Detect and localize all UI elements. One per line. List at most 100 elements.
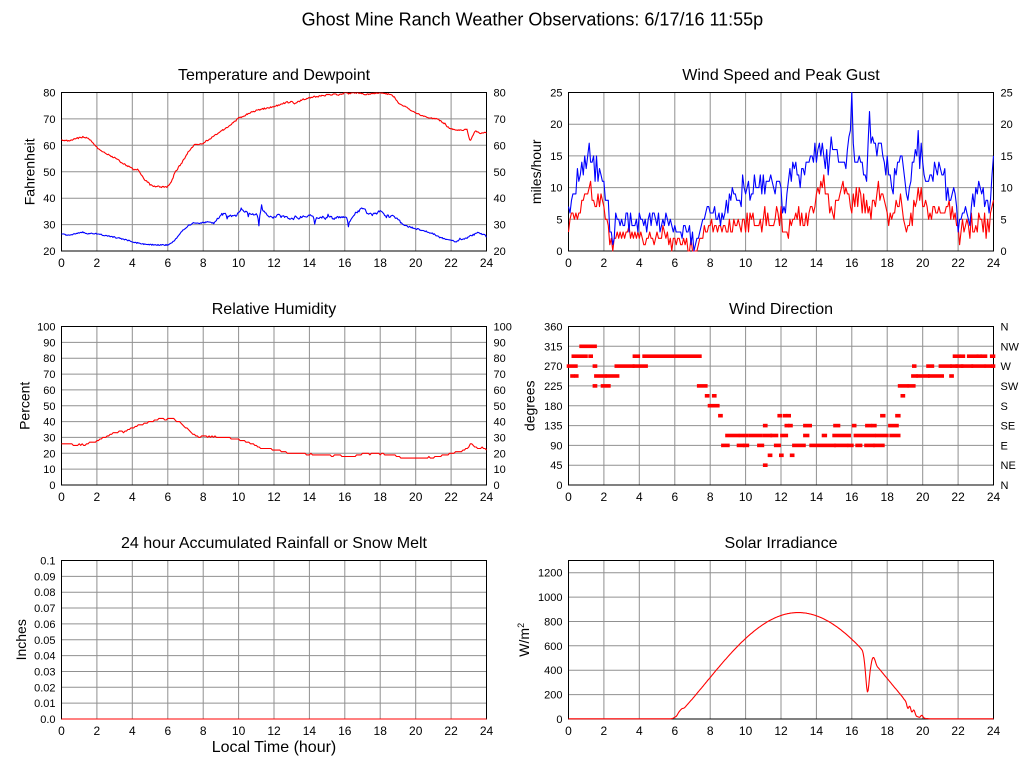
svg-text:60: 60	[494, 385, 506, 397]
svg-text:N: N	[1001, 480, 1009, 492]
svg-text:0.04: 0.04	[34, 651, 55, 663]
svg-text:40: 40	[43, 417, 55, 429]
svg-text:0: 0	[1001, 246, 1007, 258]
svg-text:315: 315	[544, 341, 562, 353]
svg-text:0: 0	[565, 724, 572, 738]
svg-text:Relative Humidity: Relative Humidity	[212, 301, 336, 318]
svg-text:8: 8	[200, 724, 207, 738]
svg-text:NW: NW	[1001, 341, 1020, 353]
svg-text:0.05: 0.05	[34, 635, 55, 647]
svg-text:5: 5	[556, 214, 562, 226]
svg-text:90: 90	[550, 440, 562, 452]
svg-text:SW: SW	[1001, 381, 1019, 393]
svg-text:0.06: 0.06	[34, 619, 55, 631]
svg-text:24: 24	[987, 490, 1001, 504]
svg-text:0.07: 0.07	[34, 603, 55, 615]
svg-text:60: 60	[494, 140, 506, 152]
svg-text:20: 20	[916, 724, 930, 738]
svg-text:50: 50	[43, 401, 55, 413]
svg-text:SE: SE	[1001, 421, 1016, 433]
svg-text:15: 15	[550, 151, 562, 163]
svg-text:180: 180	[544, 401, 562, 413]
svg-text:10: 10	[232, 490, 246, 504]
svg-text:0.03: 0.03	[34, 667, 55, 679]
svg-text:6: 6	[164, 256, 171, 270]
svg-text:Wind Speed and Peak Gust: Wind Speed and Peak Gust	[682, 67, 880, 84]
svg-text:18: 18	[881, 724, 895, 738]
svg-text:20: 20	[43, 246, 55, 258]
svg-text:0.0: 0.0	[40, 714, 55, 726]
svg-text:degrees: degrees	[522, 381, 538, 432]
svg-text:6: 6	[671, 490, 678, 504]
svg-text:E: E	[1001, 440, 1008, 452]
svg-text:0: 0	[556, 480, 562, 492]
svg-text:8: 8	[707, 490, 714, 504]
svg-text:80: 80	[43, 353, 55, 365]
svg-text:1000: 1000	[538, 592, 562, 604]
svg-text:60: 60	[43, 140, 55, 152]
svg-text:22: 22	[444, 724, 458, 738]
svg-text:4: 4	[129, 256, 136, 270]
svg-text:10: 10	[494, 464, 506, 476]
svg-text:40: 40	[494, 417, 506, 429]
svg-text:8: 8	[200, 256, 207, 270]
svg-text:0.02: 0.02	[34, 682, 55, 694]
svg-text:40: 40	[494, 193, 506, 205]
svg-text:24: 24	[987, 256, 1001, 270]
svg-text:16: 16	[338, 724, 352, 738]
svg-text:16: 16	[845, 490, 859, 504]
svg-text:40: 40	[43, 193, 55, 205]
svg-text:Fahrenheit: Fahrenheit	[21, 138, 37, 205]
svg-text:200: 200	[544, 690, 562, 702]
svg-text:20: 20	[550, 119, 562, 131]
svg-text:20: 20	[494, 448, 506, 460]
svg-text:30: 30	[43, 432, 55, 444]
svg-text:18: 18	[374, 256, 388, 270]
svg-text:20: 20	[409, 256, 423, 270]
svg-text:14: 14	[303, 724, 317, 738]
svg-text:10: 10	[1001, 183, 1013, 195]
svg-text:80: 80	[494, 88, 506, 100]
svg-text:12: 12	[267, 490, 281, 504]
svg-text:2: 2	[601, 724, 608, 738]
svg-text:800: 800	[544, 617, 562, 629]
svg-text:4: 4	[129, 724, 136, 738]
svg-text:NE: NE	[1001, 460, 1016, 472]
svg-text:S: S	[1001, 401, 1008, 413]
svg-text:14: 14	[810, 256, 824, 270]
svg-text:0.01: 0.01	[34, 698, 55, 710]
svg-text:Wind Direction: Wind Direction	[729, 301, 833, 318]
svg-text:45: 45	[550, 460, 562, 472]
svg-text:8: 8	[707, 256, 714, 270]
svg-text:16: 16	[338, 256, 352, 270]
svg-text:0: 0	[58, 724, 65, 738]
svg-text:18: 18	[881, 490, 895, 504]
svg-text:Ghost Mine Ranch Weather Obser: Ghost Mine Ranch Weather Observations: 6…	[302, 10, 764, 30]
svg-text:20: 20	[43, 448, 55, 460]
svg-text:25: 25	[550, 88, 562, 100]
svg-text:90: 90	[494, 337, 506, 349]
svg-text:6: 6	[164, 724, 171, 738]
svg-text:400: 400	[544, 665, 562, 677]
svg-text:6: 6	[671, 724, 678, 738]
svg-text:70: 70	[494, 369, 506, 381]
svg-text:360: 360	[544, 322, 562, 334]
svg-text:10: 10	[739, 724, 753, 738]
svg-text:0: 0	[58, 256, 65, 270]
svg-text:12: 12	[774, 490, 788, 504]
svg-text:24: 24	[987, 724, 1001, 738]
svg-text:0: 0	[58, 490, 65, 504]
svg-text:80: 80	[494, 353, 506, 365]
svg-text:8: 8	[200, 490, 207, 504]
svg-text:225: 225	[544, 381, 562, 393]
svg-text:0.09: 0.09	[34, 571, 55, 583]
svg-text:18: 18	[374, 724, 388, 738]
svg-text:70: 70	[43, 114, 55, 126]
svg-text:2: 2	[94, 724, 101, 738]
svg-text:4: 4	[129, 490, 136, 504]
svg-text:Temperature and Dewpoint: Temperature and Dewpoint	[178, 67, 371, 84]
svg-text:22: 22	[951, 256, 965, 270]
svg-text:2: 2	[94, 490, 101, 504]
svg-text:Solar Irradiance: Solar Irradiance	[725, 535, 838, 552]
svg-text:22: 22	[951, 724, 965, 738]
